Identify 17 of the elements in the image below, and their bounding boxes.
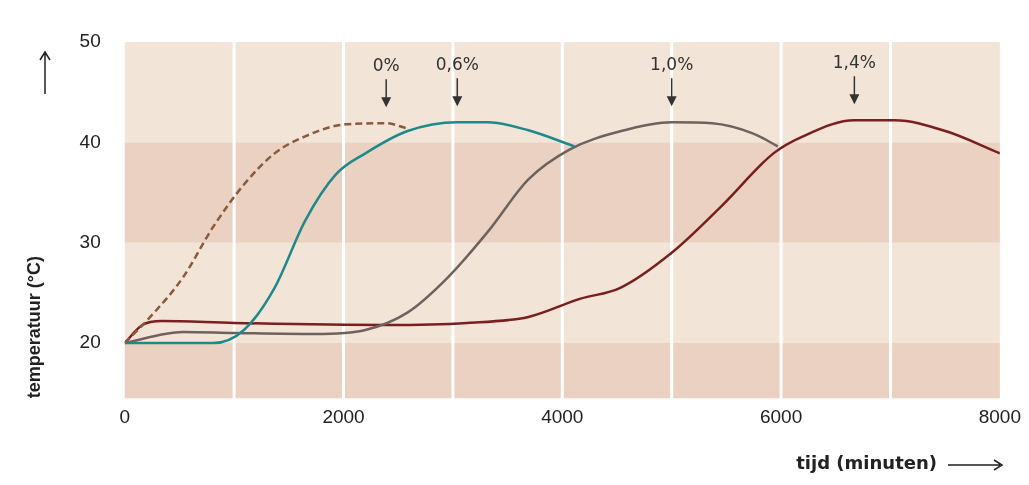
y-axis-title: temperatuur (°C) — [23, 255, 44, 399]
x-tick-label: 0 — [119, 405, 131, 427]
x-tick-label: 2000 — [322, 405, 365, 427]
x-tick-label: 8000 — [978, 405, 1022, 427]
x-axis-title: tijd (minuten) — [796, 452, 937, 473]
annotation: 1,0% — [650, 54, 694, 75]
x-tick-label: 4000 — [541, 405, 584, 427]
x-tick-label: 6000 — [759, 405, 803, 427]
y-tick-label: 50 — [79, 30, 101, 52]
line-series — [124, 121, 576, 345]
annotation: 0,6% — [435, 54, 479, 75]
y-tick-label: 30 — [79, 230, 101, 252]
annotation: 0% — [372, 55, 400, 76]
annotation: 1,4% — [832, 52, 876, 73]
line-series — [124, 122, 409, 345]
y-tick-label: 40 — [79, 130, 101, 152]
y-tick-label: 20 — [79, 331, 101, 353]
